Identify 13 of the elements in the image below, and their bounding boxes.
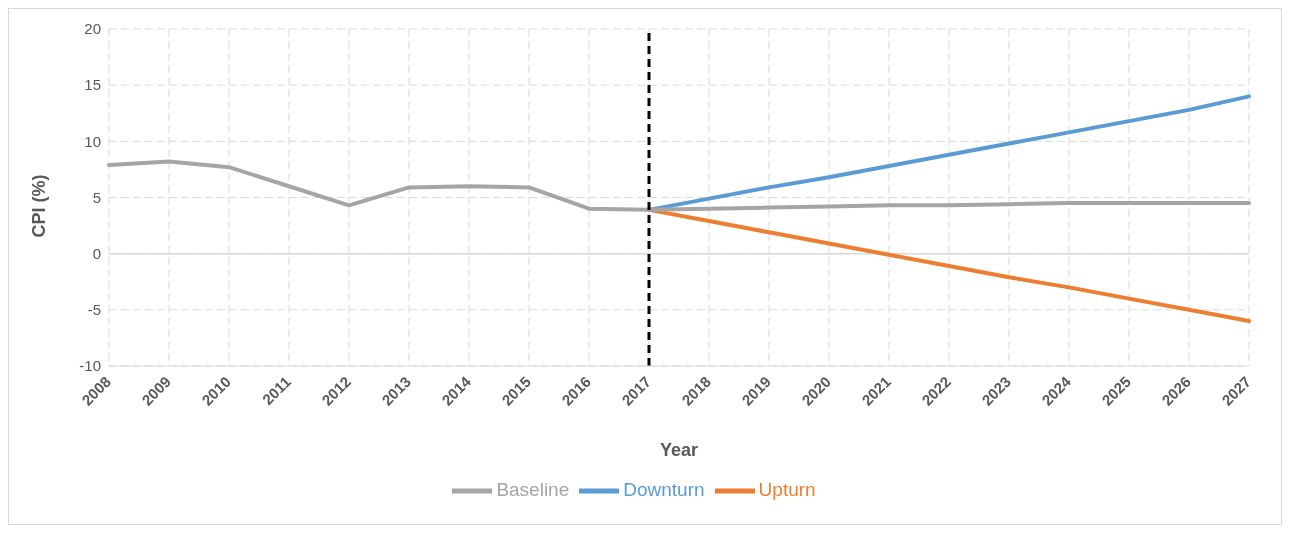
- y-tick-label: 20: [84, 20, 101, 38]
- legend-label: Downturn: [623, 479, 705, 501]
- legend-label: Baseline: [496, 479, 570, 501]
- y-tick-label: 5: [92, 188, 101, 206]
- legend-label: Upturn: [758, 479, 816, 501]
- y-tick-label: -5: [87, 301, 101, 319]
- y-tick-label: -10: [79, 357, 101, 375]
- y-tick-label: 10: [84, 132, 101, 150]
- y-tick-label: 0: [92, 244, 101, 262]
- y-axis-title: CPI (%): [29, 174, 50, 238]
- x-axis-title: Year: [659, 440, 699, 460]
- line-series: [107, 159, 1251, 212]
- y-tick-label: 15: [84, 76, 101, 94]
